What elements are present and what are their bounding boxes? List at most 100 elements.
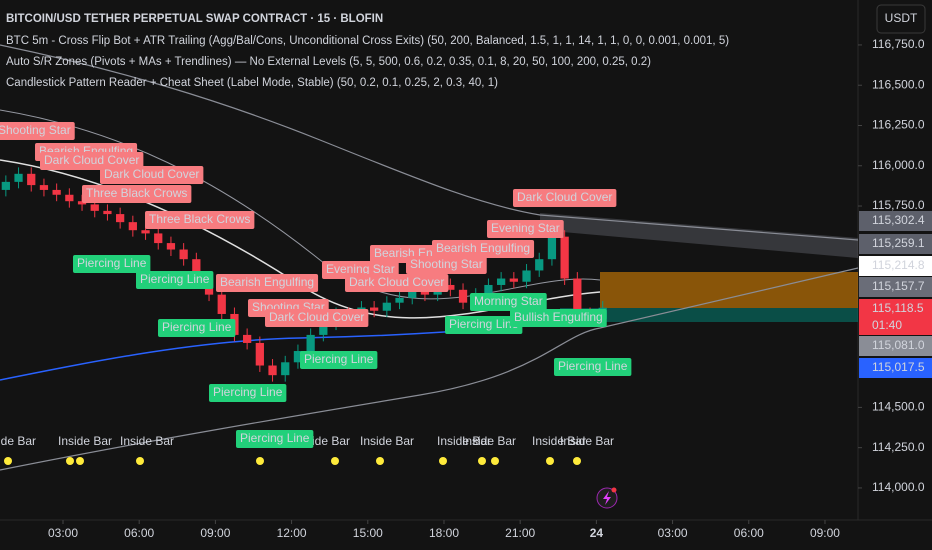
candle-body	[128, 222, 137, 231]
pattern-label: Dark Cloud Cover	[104, 167, 199, 181]
price-tag	[859, 299, 932, 319]
candle-body	[306, 334, 315, 352]
pattern-label: Bearish Engulfing	[436, 241, 530, 255]
candle-body	[14, 173, 23, 182]
bolt[interactable]	[603, 491, 611, 505]
candle-body	[255, 342, 264, 366]
candle-body	[446, 284, 455, 290]
candle-body	[268, 365, 277, 376]
price-tag	[859, 358, 932, 378]
ma-line	[0, 109, 601, 300]
candle-body	[484, 284, 493, 295]
candle-body	[27, 173, 36, 186]
lower-channel	[0, 267, 859, 471]
candle-body	[319, 323, 328, 335]
signal-dot	[546, 457, 554, 465]
pattern-label: Piercing Line	[213, 385, 283, 399]
pattern-label-bg	[40, 152, 144, 170]
indicator-line: Auto S/R Zones (Pivots + MAs + Trendline…	[6, 56, 651, 68]
pattern-label-bg	[73, 255, 151, 273]
candle-body	[547, 236, 557, 260]
candle-body	[52, 189, 61, 195]
pattern-label-bg	[406, 256, 487, 274]
price-tag	[859, 336, 932, 356]
x-tick-label: 15:00	[353, 526, 383, 540]
pattern-label-bg	[145, 211, 255, 229]
inside-bar-label: Inside Bar	[120, 434, 174, 448]
signal-dot	[76, 457, 84, 465]
y-tick-label: 116,750.0	[872, 37, 925, 51]
pattern-label: Piercing Line	[449, 317, 519, 331]
bolt-icon[interactable]	[596, 487, 618, 509]
bolt-badge[interactable]	[611, 487, 617, 493]
pattern-label-bg	[236, 430, 314, 448]
candle-body	[141, 230, 150, 234]
candle-body	[382, 302, 391, 311]
price-tag-label: 115,214.8	[872, 258, 925, 272]
currency-button[interactable]	[876, 4, 926, 34]
pattern-label: Bullish Engulfing	[514, 310, 603, 324]
pattern-label: Three Black Crows	[86, 186, 187, 200]
candle-body	[39, 185, 49, 190]
pattern-label: Bearish Engulfing	[220, 275, 314, 289]
pattern-label-bg	[209, 384, 287, 402]
inside-bar-label: Inside Bar	[437, 434, 491, 448]
x-tick-label: 12:00	[277, 526, 307, 540]
indicator-line: Candlestick Pattern Reader + Cheat Sheet…	[6, 77, 498, 89]
x-tick-label: 06:00	[734, 526, 764, 540]
y-tick-label: 116,500.0	[872, 77, 925, 91]
pattern-label-bg	[100, 166, 204, 184]
pattern-label: Dark Cloud Cover	[269, 310, 364, 324]
candle-body	[77, 201, 87, 205]
pattern-label-bg	[554, 358, 632, 376]
inside-bar-label: Inside Bar	[58, 434, 112, 448]
pattern-label: Shooting Star	[410, 257, 483, 271]
currency-label[interactable]: USDT	[885, 11, 918, 25]
y-tick-label: 114,000.0	[872, 480, 925, 494]
x-tick-label: 18:00	[429, 526, 459, 540]
candle-body	[509, 278, 518, 282]
pattern-label-bg	[158, 319, 236, 337]
pattern-label-bg	[487, 220, 564, 238]
candle-body	[192, 259, 201, 279]
x-tick-label: 09:00	[200, 526, 230, 540]
candle-body	[293, 351, 303, 363]
x-tick-label: 21:00	[505, 526, 535, 540]
price-tag-label: 115,017.5	[872, 360, 925, 374]
y-tick-label: 115,750.0	[872, 198, 925, 212]
y-tick-label: 116,000.0	[872, 158, 925, 172]
pattern-label-bg	[432, 240, 535, 258]
y-tick-label: 116,250.0	[872, 118, 925, 132]
candle-body	[1, 181, 10, 190]
inside-bar-label: Inside Bar	[0, 434, 36, 448]
signal-dot	[136, 457, 144, 465]
candle-body	[166, 243, 176, 250]
upper-channel	[0, 44, 859, 241]
countdown-bg	[859, 318, 932, 335]
pattern-label-bg	[345, 274, 449, 292]
signal-dot	[491, 457, 499, 465]
signal-dot	[256, 457, 264, 465]
candle-body	[408, 291, 417, 298]
price-tag	[859, 211, 932, 231]
price-tag-label: 115,302.4	[872, 213, 925, 227]
countdown: 01:40	[872, 318, 902, 332]
pattern-label: Shooting Star	[0, 123, 71, 137]
inside-bar-label: Inside Bar	[560, 434, 614, 448]
price-tag	[859, 234, 932, 254]
candle-body	[535, 259, 544, 271]
price-tag	[859, 256, 932, 276]
candle-body	[217, 294, 226, 314]
pattern-label: Evening Star	[326, 262, 395, 276]
pattern-label: Dark Cloud Cover	[44, 153, 139, 167]
pattern-label: Piercing Line	[162, 320, 232, 334]
pattern-label: Three Black Crows	[149, 212, 250, 226]
pattern-label-bg	[513, 189, 617, 207]
pattern-label: Piercing Line	[240, 431, 310, 445]
x-tick-label: 03:00	[658, 526, 688, 540]
inside-bar-label: Inside Bar	[532, 434, 586, 448]
pattern-label-bg	[216, 274, 319, 292]
x-tick-label: 09:00	[810, 526, 840, 540]
